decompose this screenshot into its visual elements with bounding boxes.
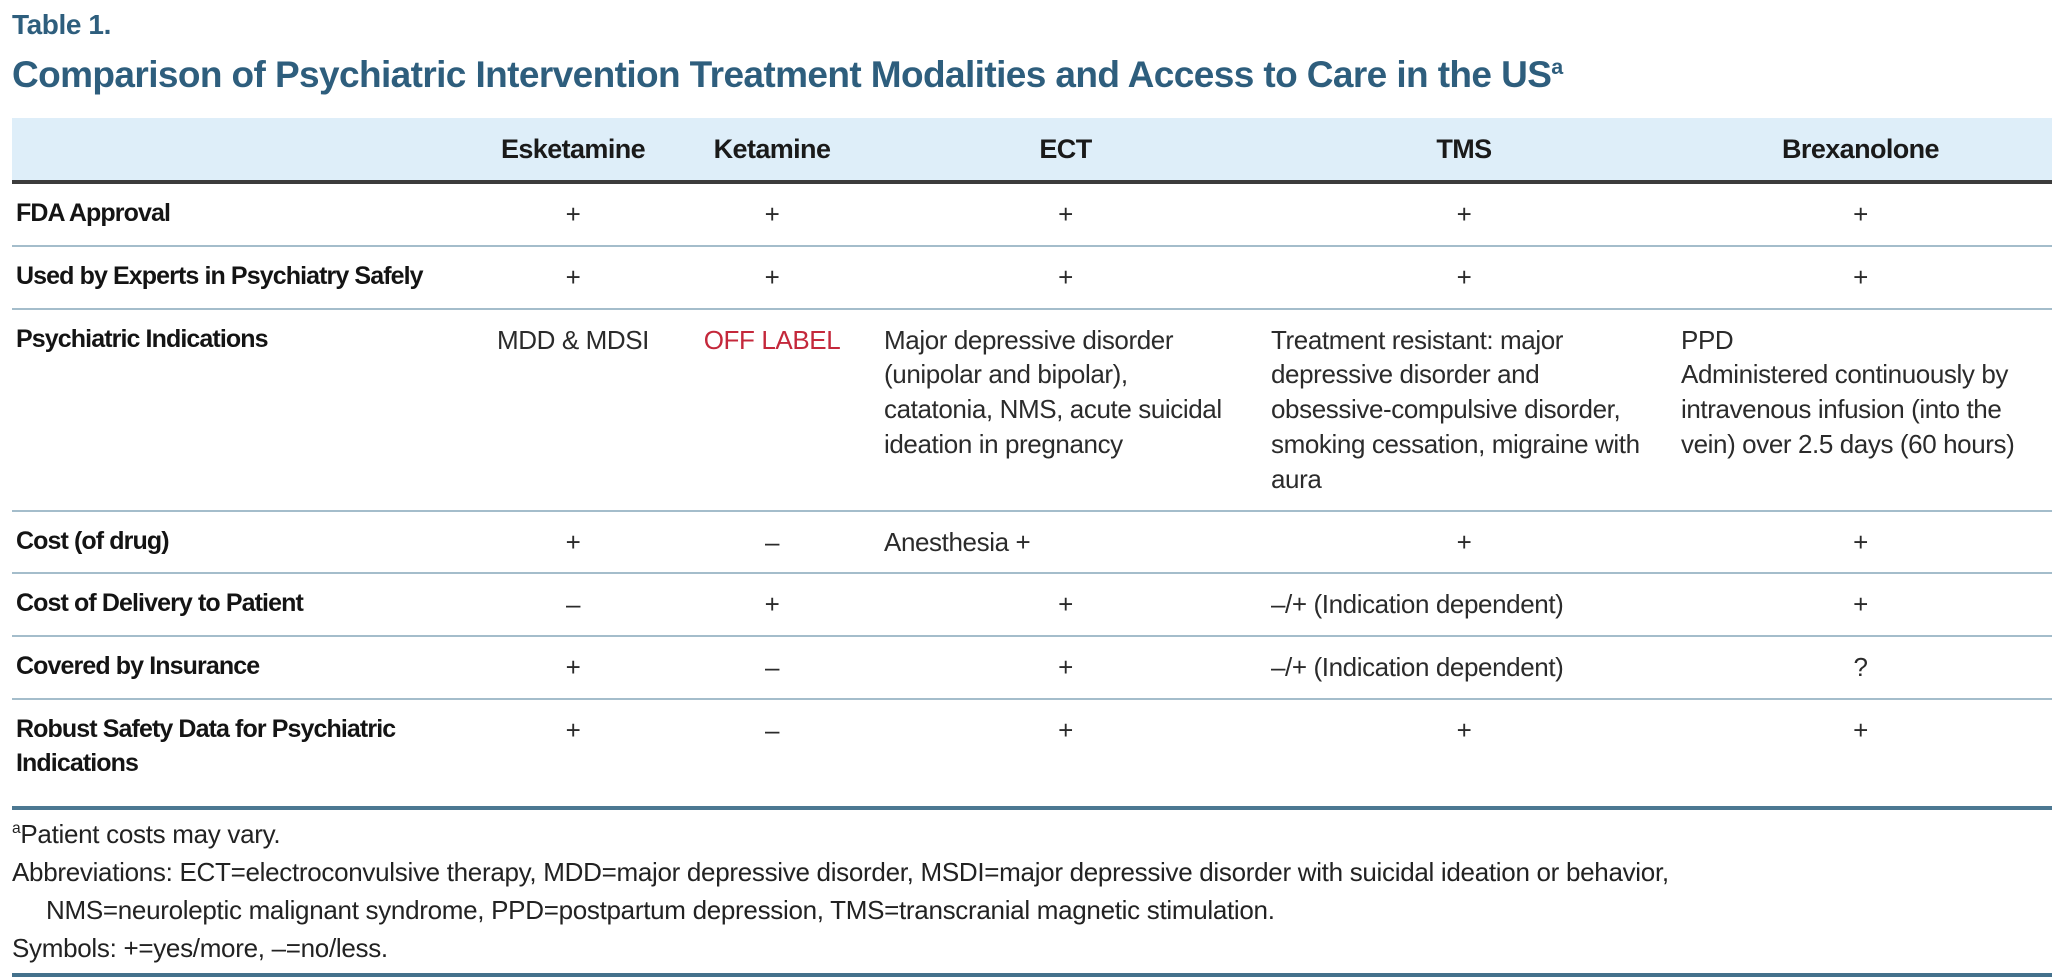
cell-experts-tms: + <box>1456 261 1472 292</box>
cell-safety-tms: + <box>1456 715 1472 746</box>
cell-cost-delivery-tms: –/+ (Indication dependent) <box>1271 589 1564 620</box>
cell-cost-drug-tms: + <box>1456 526 1472 557</box>
footnote-patient-costs-text: Patient costs may vary. <box>20 819 281 850</box>
column-header-esketamine: Esketamine <box>500 133 646 164</box>
table-row-experts: Used by Experts in Psychiatry Safely + +… <box>12 246 2052 309</box>
cell-insurance-ect: + <box>1058 652 1073 683</box>
row-label-experts: Used by Experts in Psychiatry Safely <box>16 261 424 290</box>
column-header-tms: TMS <box>1436 133 1492 164</box>
table-row-insurance: Covered by Insurance + – + –/+ (Indicati… <box>12 636 2052 700</box>
bottom-rule <box>12 973 2052 977</box>
column-header-ect: ECT <box>1039 133 1092 164</box>
table-header-row: Esketamine Ketamine ECT TMS Brexanolone <box>12 117 2052 182</box>
table-row-safety-data: Robust Safety Data for Psychiatric Indic… <box>12 699 2052 809</box>
title-footnote-marker: a <box>1551 54 1563 79</box>
cell-cost-delivery-brexanolone: + <box>1853 589 1868 620</box>
footnote-symbols: Symbols: +=yes/more, –=no/less. <box>12 932 388 963</box>
cell-fda-tms: + <box>1456 198 1472 229</box>
table-label: Table 1. <box>12 9 111 40</box>
table-row-cost-of-delivery: Cost of Delivery to Patient – + + –/+ (I… <box>12 573 2052 637</box>
table-title: Comparison of Psychiatric Intervention T… <box>12 52 2052 98</box>
cell-safety-ect: + <box>1058 715 1073 746</box>
footnote-patient-costs-marker: a <box>12 820 21 838</box>
cell-indications-ketamine-off-label: OFF LABEL <box>703 324 841 355</box>
cell-cost-delivery-esketamine: – <box>565 589 581 620</box>
cell-safety-ketamine: – <box>764 715 780 746</box>
cell-insurance-brexanolone: ? <box>1853 652 1868 683</box>
cell-experts-esketamine: + <box>565 261 581 292</box>
row-label-safety-data: Robust Safety Data for Psychiatric Indic… <box>16 715 396 777</box>
row-label-indications: Psychiatric Indications <box>16 324 269 353</box>
cell-experts-ketamine: + <box>764 261 780 292</box>
cell-cost-delivery-ect: + <box>1058 589 1073 620</box>
table-row-fda-approval: FDA Approval + + + + + <box>12 182 2052 246</box>
table-title-text: Comparison of Psychiatric Intervention T… <box>12 53 1552 95</box>
footnotes: aPatient costs may vary. Abbreviations: … <box>12 818 2052 965</box>
row-label-fda-approval: FDA Approval <box>16 198 171 227</box>
table-row-cost-of-drug: Cost (of drug) + – Anesthesia + + + <box>12 511 2052 574</box>
cell-fda-ect: + <box>1058 198 1073 229</box>
cell-fda-brexanolone: + <box>1853 198 1868 229</box>
row-label-cost-of-drug: Cost (of drug) <box>16 526 170 555</box>
footnote-patient-costs: aPatient costs may vary. <box>12 818 2052 852</box>
cell-indications-esketamine: MDD & MDSI <box>496 324 649 355</box>
cell-fda-esketamine: + <box>565 198 581 229</box>
cell-experts-brexanolone: + <box>1853 261 1868 292</box>
column-header-brexanolone: Brexanolone <box>1782 133 1940 164</box>
column-header-empty <box>12 118 474 182</box>
cell-insurance-ketamine: – <box>764 652 780 683</box>
row-label-cost-of-delivery: Cost of Delivery to Patient <box>16 589 304 618</box>
cell-indications-ect: Major depressive disorder (unipolar and … <box>884 324 1222 459</box>
cell-cost-delivery-ketamine: + <box>764 589 780 620</box>
column-header-ketamine: Ketamine <box>713 133 831 164</box>
cell-insurance-tms: –/+ (Indication dependent) <box>1271 652 1564 683</box>
cell-safety-esketamine: + <box>565 715 581 746</box>
cell-indications-brexanolone: PPD Administered continuously by intrave… <box>1681 324 2015 459</box>
cell-cost-drug-ect: Anesthesia + <box>884 526 1031 557</box>
cell-insurance-esketamine: + <box>565 652 581 683</box>
cell-indications-tms: Treatment resistant: major depressive di… <box>1271 324 1640 494</box>
cell-cost-drug-esketamine: + <box>565 526 581 557</box>
cell-cost-drug-brexanolone: + <box>1853 526 1868 557</box>
cell-cost-drug-ketamine: – <box>764 526 780 557</box>
table-row-indications: Psychiatric Indications MDD & MDSI OFF L… <box>12 309 2052 511</box>
footnote-abbreviations-line2: NMS=neuroleptic malignant syndrome, PPD=… <box>46 894 1275 925</box>
cell-experts-ect: + <box>1058 261 1073 292</box>
footnote-abbreviations-line1: Abbreviations: ECT=electroconvulsive the… <box>12 856 1669 887</box>
row-label-insurance: Covered by Insurance <box>16 652 260 681</box>
comparison-table: Esketamine Ketamine ECT TMS Brexanolone … <box>12 117 2052 810</box>
cell-fda-ketamine: + <box>764 198 780 229</box>
cell-safety-brexanolone: + <box>1853 715 1868 746</box>
